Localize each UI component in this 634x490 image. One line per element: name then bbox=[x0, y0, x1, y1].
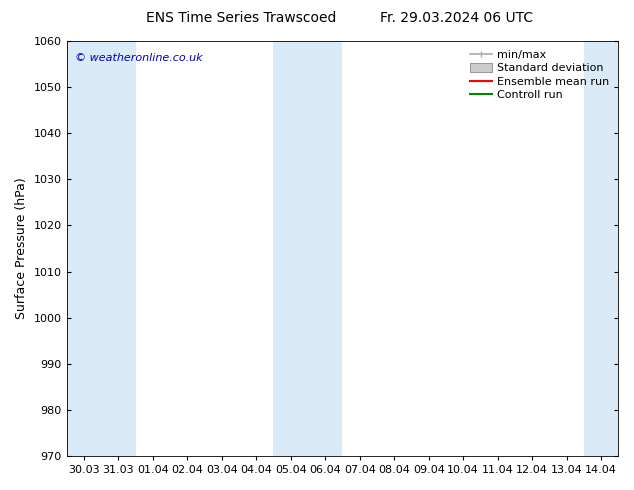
Bar bbox=[101, 41, 136, 456]
Text: ENS Time Series Trawscoed: ENS Time Series Trawscoed bbox=[146, 11, 336, 25]
Legend: min/max, Standard deviation, Ensemble mean run, Controll run: min/max, Standard deviation, Ensemble me… bbox=[467, 48, 612, 102]
Text: © weatheronline.co.uk: © weatheronline.co.uk bbox=[75, 53, 202, 64]
Y-axis label: Surface Pressure (hPa): Surface Pressure (hPa) bbox=[15, 178, 28, 319]
Bar bbox=[584, 41, 618, 456]
Bar bbox=[273, 41, 342, 456]
Bar bbox=[67, 41, 101, 456]
Text: Fr. 29.03.2024 06 UTC: Fr. 29.03.2024 06 UTC bbox=[380, 11, 533, 25]
